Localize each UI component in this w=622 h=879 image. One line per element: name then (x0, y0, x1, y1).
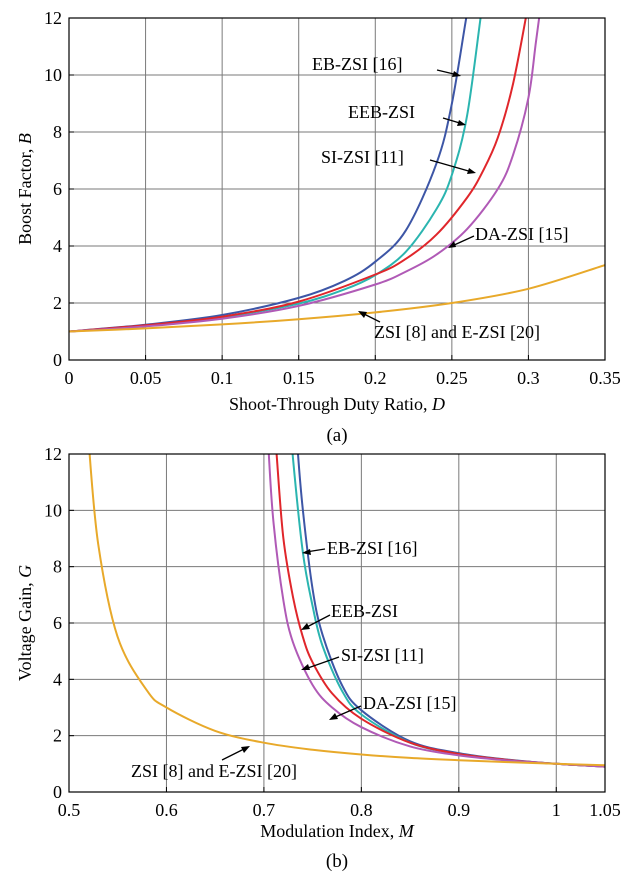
panel-a-annotation-eeb-zsi: EEB-ZSI (348, 102, 466, 126)
panel-b-x-tick-label: 0.9 (448, 800, 471, 820)
panel-a-annotation-zsi: ZSI [8] and E-ZSI [20] (358, 311, 540, 342)
panel-b-label-eeb-zsi: EEB-ZSI (331, 601, 398, 621)
panel-a-x-tick-label: 0.05 (130, 368, 162, 388)
panel-a-y-tick-label: 2 (53, 293, 62, 313)
panel-b-arrowhead-eb-zsi (302, 549, 311, 555)
panel-b-x-tick-label: 1 (552, 800, 561, 820)
panel-a-curves (69, 18, 605, 333)
panel-b-y-tick-label: 4 (53, 669, 62, 689)
panel-a-series-zsi-8-and-e-zsi-20 (69, 264, 605, 333)
panel-b-y-tick-label: 8 (53, 557, 62, 577)
panel-a-x-tick-label: 0 (65, 368, 74, 388)
panel-a-series-da-zsi-15 (69, 18, 541, 333)
panel-b-y-tick-label: 10 (44, 500, 62, 520)
panel-b-y-tick-label: 2 (53, 726, 62, 746)
panel-a-annotation-da-zsi: DA-ZSI [15] (448, 224, 568, 248)
panel-b-annotation-si-zsi: SI-ZSI [11] (301, 645, 424, 670)
panel-b-caption: (b) (326, 851, 348, 872)
panel-b-label-zsi: ZSI [8] and E-ZSI [20] (131, 761, 297, 781)
panel-b-series-da-zsi-15 (267, 454, 605, 768)
panel-a-label-zsi: ZSI [8] and E-ZSI [20] (374, 322, 540, 342)
panel-a-arrowhead-si-zsi (467, 168, 476, 174)
panel-b-x-tick-label: 0.6 (155, 800, 178, 820)
panel-b-x-tick-label: 0.5 (58, 800, 81, 820)
panel-b-annotation-zsi: ZSI [8] and E-ZSI [20] (131, 746, 297, 781)
panel-a-arrowhead-eeb-zsi (457, 120, 466, 126)
panel-a-y-tick-label: 8 (53, 122, 62, 142)
panel-a-y-tick-label: 4 (53, 236, 62, 256)
panel-b-series-eeb-zsi (291, 454, 605, 768)
panel-b-label-da-zsi: DA-ZSI [15] (363, 693, 456, 713)
panel-b-y-axis-label: Voltage Gain, G (15, 565, 35, 681)
panel-a-label-eb-zsi: EB-ZSI [16] (312, 54, 402, 74)
panel-a-label-si-zsi: SI-ZSI [11] (321, 147, 404, 167)
panel-b-annotation-eeb-zsi: EEB-ZSI (301, 601, 398, 630)
panel-a-label-eeb-zsi: EEB-ZSI (348, 102, 415, 122)
panel-a-x-tick-label: 0.35 (589, 368, 621, 388)
panel-a-x-tick-label: 0.1 (211, 368, 234, 388)
panel-b-label-si-zsi: SI-ZSI [11] (341, 645, 424, 665)
panel-b-ticks: 0.5 0.6 0.7 0.8 0.9 1 1.05 0 2 4 6 8 10 12 (44, 444, 621, 820)
panel-a-arrowhead-zsi (358, 311, 367, 318)
panel-b-arrow-si-zsi (304, 656, 340, 670)
panel-a-x-tick-label: 0.3 (517, 368, 540, 388)
panel-b-curves (88, 454, 605, 768)
panel-a-arrow-da-zsi (451, 235, 475, 247)
panel-a-series-eeb-zsi (69, 18, 482, 333)
panel-a-boost-factor: 0 0.05 0.1 0.15 0.2 0.25 0.3 0.35 0 2 4 6 8 10 12 Shoo… (15, 8, 621, 446)
panel-a-y-axis-label: Boost Factor, B (15, 133, 35, 245)
panel-b-x-tick-label: 0.8 (350, 800, 373, 820)
panel-a-x-tick-label: 0.2 (364, 368, 387, 388)
panel-a-series-si-zsi-11 (69, 18, 527, 333)
panel-b-arrowhead-si-zsi (301, 664, 310, 670)
panel-a-y-tick-label: 12 (44, 8, 62, 28)
panel-a-y-tick-label: 0 (53, 350, 62, 370)
panel-b-series-si-zsi-11 (275, 454, 605, 768)
panel-a-arrowhead-da-zsi (448, 241, 456, 248)
panel-b-voltage-gain: 0.5 0.6 0.7 0.8 0.9 1 1.05 0 2 4 6 8 10 12 Modulation… (15, 444, 621, 872)
panel-a-ticks: 0 0.05 0.1 0.15 0.2 0.25 0.3 0.35 0 2 4 6 8 10 12 (44, 8, 621, 388)
panel-a-y-tick-label: 10 (44, 65, 62, 85)
panel-b-label-eb-zsi: EB-ZSI [16] (327, 538, 417, 558)
panel-b-arrowhead-da-zsi (329, 713, 338, 720)
panel-b-x-axis-label: Modulation Index, M (260, 821, 414, 841)
panel-b-arrow-zsi (221, 747, 247, 761)
panel-b-arrowhead-eeb-zsi (301, 623, 310, 630)
panel-b-x-tick-label: 1.05 (589, 800, 621, 820)
panel-a-arrowhead-eb-zsi (452, 71, 461, 77)
panel-b-series-zsi-8-and-e-zsi-20 (88, 454, 605, 767)
panel-a-annotation-si-zsi: SI-ZSI [11] (321, 147, 476, 174)
panel-b-y-tick-label: 12 (44, 444, 62, 464)
panel-a-label-da-zsi: DA-ZSI [15] (475, 224, 568, 244)
panel-a-y-tick-label: 6 (53, 179, 62, 199)
panel-b-grid (68, 453, 606, 793)
panel-a-series-eb-zsi-16 (69, 18, 468, 333)
panel-a-annotation-eb-zsi: EB-ZSI [16] (312, 54, 461, 77)
panel-b-arrow-eeb-zsi (304, 614, 331, 629)
panel-a-x-tick-label: 0.25 (436, 368, 468, 388)
panel-a-arrow-si-zsi (429, 159, 473, 173)
panel-b-arrowhead-zsi (241, 746, 250, 753)
panel-a-x-tick-label: 0.15 (283, 368, 315, 388)
panel-b-arrow-da-zsi (332, 705, 362, 719)
panel-b-y-tick-label: 0 (53, 782, 62, 802)
panel-a-x-axis-label: Shoot-Through Duty Ratio, D (229, 394, 445, 414)
panel-b-annotation-eb-zsi: EB-ZSI [16] (302, 538, 417, 558)
panel-b-y-tick-label: 6 (53, 613, 62, 633)
panel-a-caption: (a) (326, 425, 347, 446)
panel-b-annotation-da-zsi: DA-ZSI [15] (329, 693, 456, 720)
panel-b-x-tick-label: 0.7 (253, 800, 276, 820)
